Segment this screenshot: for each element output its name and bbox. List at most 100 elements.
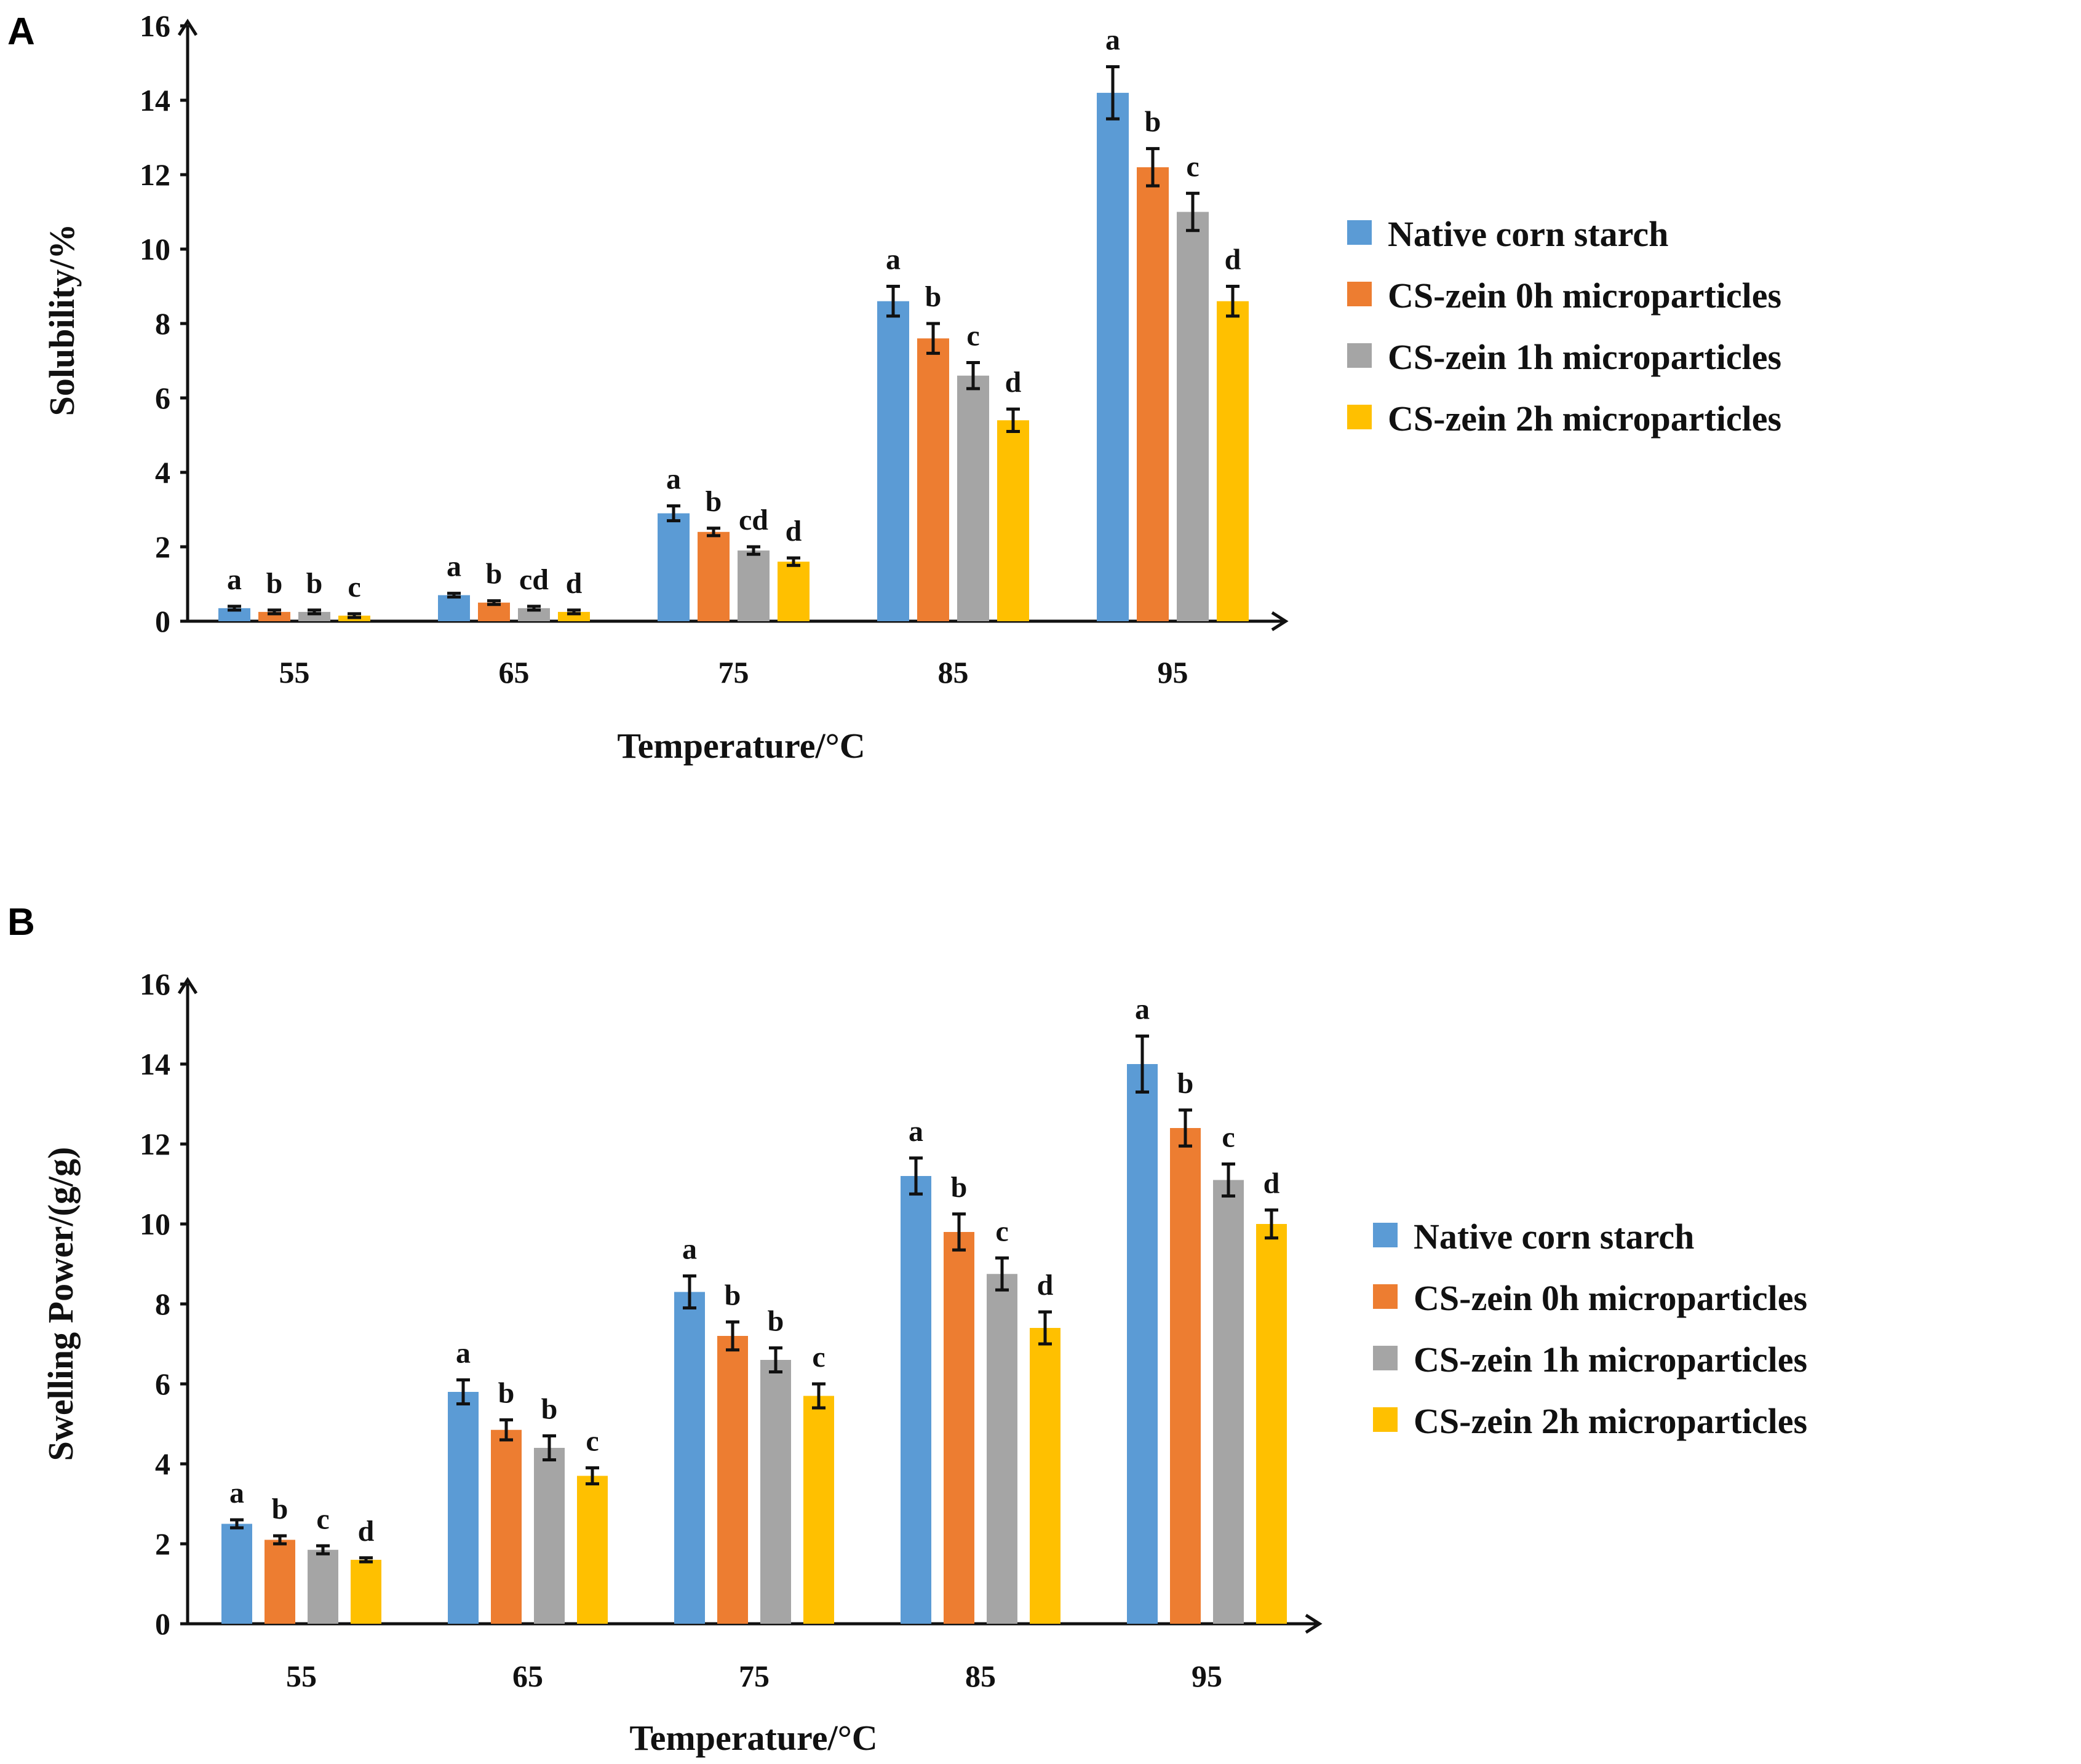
significance-letter: cd <box>739 504 768 536</box>
bar <box>987 1274 1017 1624</box>
significance-letter: a <box>456 1337 471 1370</box>
significance-letter: c <box>812 1341 825 1373</box>
legend-swatch <box>1373 1223 1398 1247</box>
significance-letter: c <box>966 320 979 352</box>
bar <box>1137 167 1169 621</box>
bar <box>218 608 250 621</box>
y-axis-arrow <box>177 977 198 995</box>
legend-swatch <box>1347 282 1372 306</box>
significance-letter: b <box>951 1171 968 1204</box>
legend-label: CS-zein 0h microparticles <box>1414 1278 1807 1318</box>
x-tick-label: 55 <box>286 1659 317 1693</box>
bar <box>738 550 770 621</box>
y-axis-title: Swelling Power/(g/g) <box>41 1147 81 1461</box>
significance-letter: d <box>358 1515 375 1547</box>
bar <box>491 1429 522 1624</box>
bar <box>1097 92 1129 621</box>
bar <box>558 611 590 621</box>
bar <box>717 1336 748 1624</box>
significance-letter: cd <box>519 563 549 596</box>
x-tick-label: 55 <box>279 655 310 689</box>
y-tick-label: 4 <box>155 1447 170 1481</box>
bar <box>877 301 909 621</box>
significance-letter: c <box>1186 150 1199 183</box>
significance-letter: b <box>541 1393 558 1426</box>
bar <box>534 1448 565 1624</box>
legend-swatch <box>1347 343 1372 368</box>
chart-b: B 0 2 4 6 8 10 12 14 16 55 65 75 85 95 Temperature/°C Sw… <box>7 901 1807 1758</box>
legend-label: CS-zein 1h microparticles <box>1388 337 1781 377</box>
legend-label: Native corn starch <box>1388 214 1668 254</box>
significance-letter: d <box>1225 244 1241 276</box>
bar <box>1213 1180 1244 1624</box>
bar <box>438 595 470 621</box>
significance-letter: a <box>227 563 242 596</box>
legend-swatch <box>1373 1407 1398 1432</box>
y-tick-label: 6 <box>155 381 170 415</box>
bar <box>351 1560 381 1624</box>
significance-letter: c <box>348 571 360 603</box>
panel-label: B <box>7 901 35 944</box>
bar <box>698 531 730 621</box>
bar <box>944 1232 974 1624</box>
significance-letter: b <box>266 567 283 600</box>
significance-letter: d <box>566 567 583 600</box>
panel-label: A <box>7 10 35 53</box>
bar <box>803 1396 834 1624</box>
bar <box>957 375 989 621</box>
significance-letter: a <box>682 1233 697 1266</box>
significance-letter: d <box>1005 366 1022 399</box>
bar <box>518 608 550 621</box>
y-tick-label: 14 <box>140 83 170 117</box>
y-tick-label: 0 <box>155 1607 170 1641</box>
y-tick-label: 2 <box>155 1527 170 1561</box>
x-axis-title: Temperature/°C <box>629 1718 877 1758</box>
x-tick-label: 75 <box>739 1659 770 1693</box>
legend-swatch <box>1373 1284 1398 1309</box>
x-tick-label: 85 <box>938 655 969 689</box>
bar <box>1127 1064 1158 1624</box>
y-tick-label: 6 <box>155 1367 170 1401</box>
legend-label: Native corn starch <box>1414 1217 1694 1257</box>
bar <box>778 562 810 621</box>
bar <box>1256 1224 1287 1624</box>
legend-swatch <box>1347 405 1372 429</box>
bar <box>448 1392 479 1624</box>
y-tick-label: 8 <box>155 306 170 341</box>
significance-letter: b <box>306 567 323 600</box>
bar <box>1170 1128 1201 1624</box>
significance-letter: a <box>447 550 461 583</box>
y-tick-label: 12 <box>140 157 170 192</box>
x-axis-title: Temperature/°C <box>617 726 865 766</box>
significance-letter: a <box>229 1477 244 1509</box>
significance-letter: d <box>786 515 802 547</box>
significance-letter: c <box>316 1503 329 1535</box>
bar <box>308 1549 338 1624</box>
legend-label: CS-zein 2h microparticles <box>1414 1401 1807 1441</box>
bar <box>658 513 690 621</box>
x-tick-label: 65 <box>499 655 530 689</box>
legend-label: CS-zein 2h microparticles <box>1388 399 1781 439</box>
significance-letter: c <box>586 1425 599 1458</box>
bar <box>1030 1328 1060 1624</box>
significance-letter: a <box>1105 24 1120 57</box>
y-tick-label: 10 <box>140 1207 170 1241</box>
bar <box>760 1360 791 1624</box>
y-axis-title: Solubility/% <box>42 224 82 416</box>
bar <box>674 1292 705 1624</box>
significance-letter: b <box>486 558 503 590</box>
bar <box>917 338 949 621</box>
y-tick-label: 14 <box>140 1047 170 1081</box>
significance-letter: b <box>272 1493 288 1525</box>
significance-letter: d <box>1263 1167 1280 1199</box>
bar <box>221 1524 252 1624</box>
significance-letter: a <box>886 244 901 276</box>
legend-label: CS-zein 0h microparticles <box>1388 276 1781 316</box>
x-tick-label: 85 <box>965 1659 996 1693</box>
bar <box>298 611 330 621</box>
y-tick-label: 16 <box>140 9 170 43</box>
significance-letter: b <box>768 1305 784 1338</box>
y-tick-label: 4 <box>155 455 170 490</box>
chart-a: A 0 2 4 6 8 10 12 14 16 55 65 75 85 95 Temperature/°C So… <box>7 9 1781 766</box>
significance-letter: a <box>1135 993 1150 1026</box>
